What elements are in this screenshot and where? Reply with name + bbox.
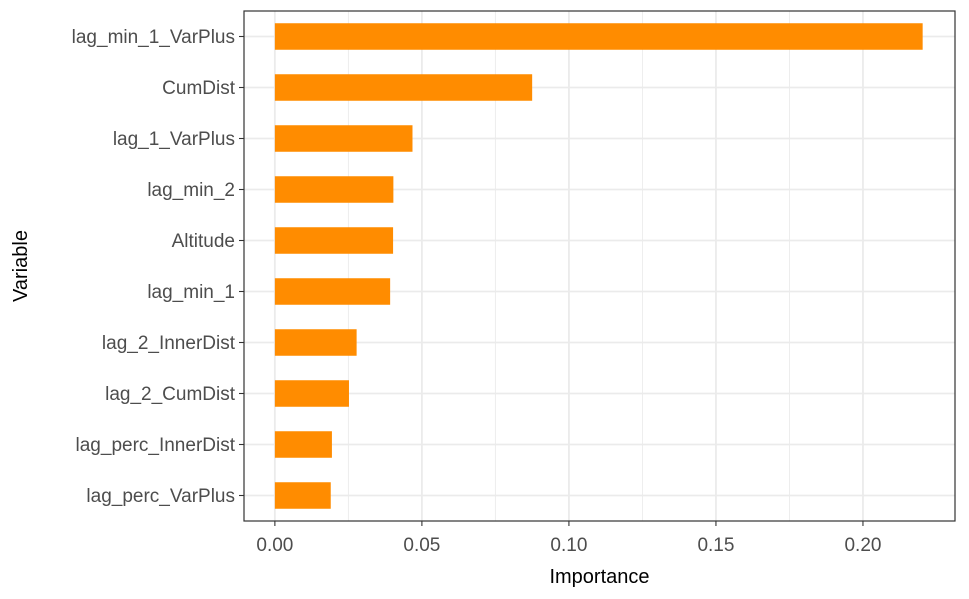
y-tick-label: lag_min_2 xyxy=(147,180,235,201)
bar xyxy=(274,125,413,152)
y-axis-title: Variable xyxy=(10,230,32,302)
x-tick-label: 0.15 xyxy=(697,535,734,556)
y-tick-label: lag_min_1_VarPlus xyxy=(72,27,235,48)
y-tick-label: lag_2_InnerDist xyxy=(102,333,236,354)
y-tick-label: lag_min_1 xyxy=(147,282,235,303)
y-tick-label: Altitude xyxy=(172,231,235,252)
x-tick-label: 0.10 xyxy=(550,535,587,556)
bar xyxy=(274,23,923,50)
bar xyxy=(274,431,332,458)
bar-layer xyxy=(274,23,923,509)
bar xyxy=(274,74,533,101)
y-tick-label: lag_2_CumDist xyxy=(105,384,236,405)
y-tick-label: lag_1_VarPlus xyxy=(113,129,235,150)
x-tick-label: 0.20 xyxy=(844,535,881,556)
axis-layer: lag_min_1_VarPlus CumDist lag_1_VarPluslag… xyxy=(72,27,882,556)
y-tick-label: CumDist xyxy=(162,78,236,99)
bar xyxy=(274,176,394,203)
bar xyxy=(274,380,349,407)
bar xyxy=(274,227,394,254)
x-tick-label: 0.05 xyxy=(403,535,440,556)
x-axis-title: Importance xyxy=(549,566,649,588)
panel-border xyxy=(243,10,956,522)
y-tick-label: lag_perc_VarPlus xyxy=(86,486,235,507)
bar xyxy=(274,482,331,509)
bar xyxy=(274,329,357,356)
x-tick-label: 0.00 xyxy=(256,535,293,556)
bar xyxy=(274,278,391,305)
y-tick-label: lag_perc_InnerDist xyxy=(76,435,236,456)
